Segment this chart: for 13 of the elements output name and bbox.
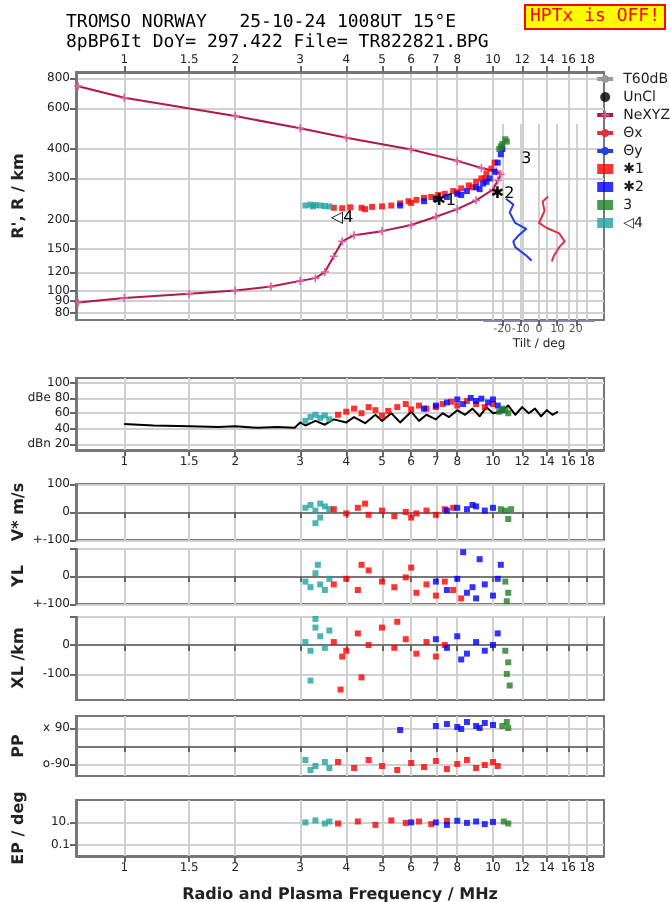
y-axis-title: XL /km	[9, 627, 27, 689]
annotation: 3	[521, 148, 532, 167]
annotation: ◁4	[330, 208, 354, 226]
y-axis-title: V* m/s	[9, 482, 27, 542]
y-axis-title: R', R / km	[9, 153, 27, 239]
x-axis-title: Radio and Plasma Frequency / MHz	[182, 885, 499, 902]
y-axis-title: YL	[9, 565, 27, 589]
text: HPTx is OFF!	[529, 7, 661, 27]
y-axis-title: PP	[9, 734, 27, 758]
chart-subtitle: 8pBP6It DoY= 297.422 File= TR822821.BPG	[66, 33, 489, 53]
chart-title: TROMSO NORWAY 25-10-24 1008UT 15°E	[66, 13, 457, 33]
y-axis-title: EP / deg	[9, 790, 27, 865]
annotation: ✱2	[490, 183, 515, 202]
